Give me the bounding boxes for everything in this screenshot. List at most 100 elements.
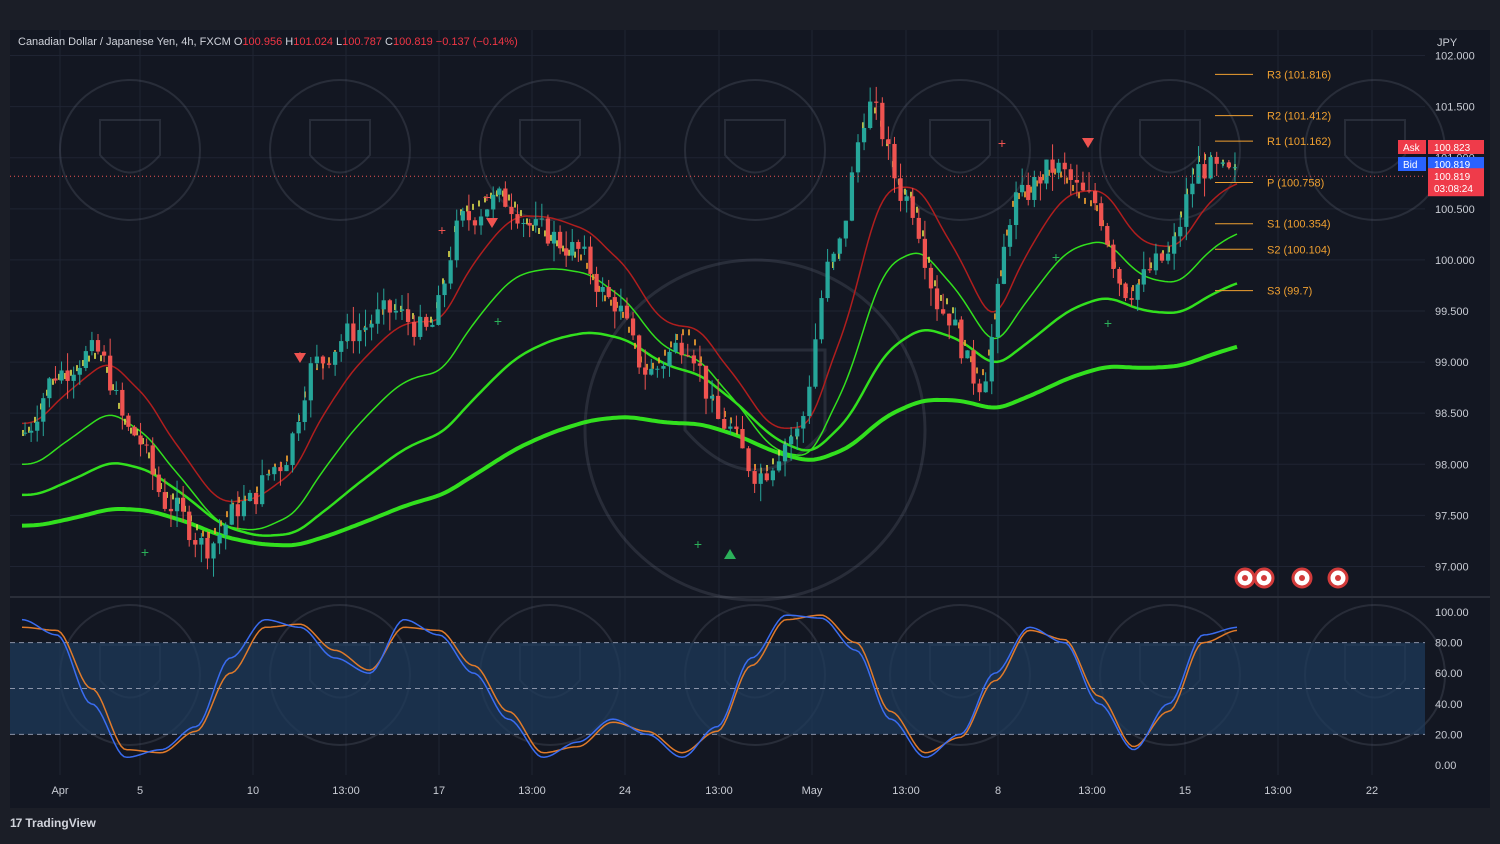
candle — [880, 97, 885, 147]
candle-body — [381, 300, 386, 310]
candle-body — [101, 351, 107, 356]
candle-body — [144, 444, 149, 446]
tradingview-logo[interactable]: 17 TradingView — [10, 816, 96, 830]
envelope-dot — [34, 416, 36, 423]
time-tick-label: 13:00 — [1264, 785, 1292, 797]
plus-marker-icon: + — [494, 313, 502, 329]
candle — [217, 518, 222, 555]
candle — [168, 494, 174, 528]
candle — [314, 344, 320, 369]
envelope-dot — [70, 369, 72, 376]
candle — [752, 466, 757, 493]
envelope-dot — [670, 341, 672, 348]
envelope-dot — [658, 357, 660, 364]
envelope-dot — [538, 227, 540, 234]
candle — [448, 246, 453, 290]
envelope-dot — [76, 365, 78, 372]
candle — [551, 221, 557, 262]
envelope-dot — [952, 307, 954, 314]
candle — [174, 480, 180, 528]
candle-body — [1129, 298, 1134, 300]
price-tag-label: Bid — [1403, 160, 1417, 171]
candle-body — [65, 370, 70, 381]
candle-body — [174, 497, 180, 512]
candle — [1220, 160, 1225, 168]
candle — [861, 113, 867, 151]
low-value: 100.787 — [342, 36, 382, 48]
envelope-dot — [112, 384, 114, 391]
candle-body — [108, 355, 113, 391]
envelope-dot — [832, 262, 834, 269]
candle-body — [716, 395, 721, 419]
candle-body — [53, 378, 58, 381]
candle-body — [260, 475, 265, 505]
plus-marker-icon: + — [998, 135, 1006, 151]
envelope-dot — [1000, 270, 1002, 277]
candle — [959, 316, 964, 364]
candle-body — [989, 337, 994, 382]
envelope-dot — [922, 230, 924, 237]
price-tag-value: 100.819 — [1434, 160, 1471, 171]
candle-body — [861, 128, 867, 143]
envelope-dot — [280, 461, 282, 468]
envelope-dot — [328, 357, 330, 364]
envelope-dot — [226, 511, 228, 518]
envelope-dot — [604, 295, 606, 302]
envelope-dot — [946, 298, 948, 305]
candle-body — [1080, 182, 1086, 191]
candle — [892, 136, 897, 193]
candle — [1007, 219, 1013, 257]
pivot-label: S1 (100.354) — [1267, 219, 1331, 231]
envelope-dot — [154, 468, 156, 475]
candle-body — [673, 342, 678, 352]
envelope-dot — [196, 524, 198, 531]
chart-canvas[interactable]: + + + + + + + + + R3 (101.816) R2 (101.412) R1 (10… — [10, 30, 1490, 808]
candle — [636, 334, 642, 374]
candle-body — [150, 445, 155, 475]
candle-body — [332, 351, 338, 365]
candle — [284, 462, 289, 472]
candle — [405, 293, 411, 336]
candle — [740, 415, 745, 449]
envelope-dot — [988, 349, 990, 356]
low-label: L — [336, 36, 343, 48]
candle-body — [557, 231, 563, 249]
candle — [339, 334, 344, 362]
candle — [801, 411, 806, 443]
candle — [1111, 239, 1116, 278]
candle-body — [266, 474, 271, 476]
envelope-dot — [1042, 174, 1044, 181]
candle — [1105, 222, 1110, 248]
candle — [272, 465, 277, 481]
candle-body — [1099, 203, 1104, 227]
envelope-dot — [628, 326, 630, 333]
candle — [326, 362, 332, 369]
envelope-dot — [1198, 155, 1200, 162]
candle — [1020, 168, 1025, 197]
candle — [22, 422, 28, 436]
candle — [114, 381, 119, 395]
candle-body — [570, 242, 575, 256]
time-tick-label: 24 — [619, 785, 631, 797]
candle — [886, 126, 891, 160]
candle — [746, 446, 751, 478]
plus-marker-icon: + — [694, 536, 702, 552]
candle-body — [1086, 190, 1092, 192]
envelope-dot — [610, 299, 612, 306]
candle-body — [296, 422, 301, 434]
price-tag-label-bg — [1398, 140, 1426, 154]
candle — [1135, 283, 1140, 311]
candle — [1129, 287, 1134, 306]
candle — [661, 361, 666, 379]
candle — [83, 345, 88, 372]
time-tick-label: Apr — [51, 785, 68, 797]
candle-body — [375, 309, 380, 324]
candle — [1147, 257, 1152, 274]
stoch-tick-label: 80.00 — [1435, 638, 1463, 650]
candle-body — [205, 537, 210, 559]
chart-frame[interactable]: + + + + + + + + + R3 (101.816) R2 (101.412) R1 (10… — [10, 30, 1490, 808]
envelope-dot — [556, 240, 558, 247]
candle-body — [436, 295, 441, 325]
candle — [71, 366, 76, 399]
candle — [564, 231, 569, 267]
